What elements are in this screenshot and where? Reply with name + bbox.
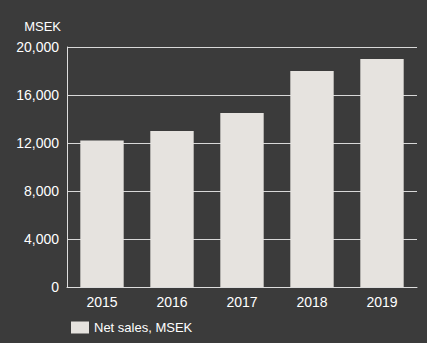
svg-text:Net sales, MSEK: Net sales, MSEK [94,320,193,335]
svg-text:2017: 2017 [226,294,257,310]
svg-text:2018: 2018 [296,294,327,310]
svg-text:20,000: 20,000 [16,39,59,55]
svg-text:2016: 2016 [156,294,187,310]
svg-text:8,000: 8,000 [24,183,59,199]
svg-text:MSEK: MSEK [24,19,61,34]
svg-text:2019: 2019 [366,294,397,310]
svg-text:12,000: 12,000 [16,135,59,151]
svg-text:4,000: 4,000 [24,231,59,247]
svg-text:2015: 2015 [86,294,117,310]
svg-text:16,000: 16,000 [16,87,59,103]
svg-text:0: 0 [51,279,59,295]
